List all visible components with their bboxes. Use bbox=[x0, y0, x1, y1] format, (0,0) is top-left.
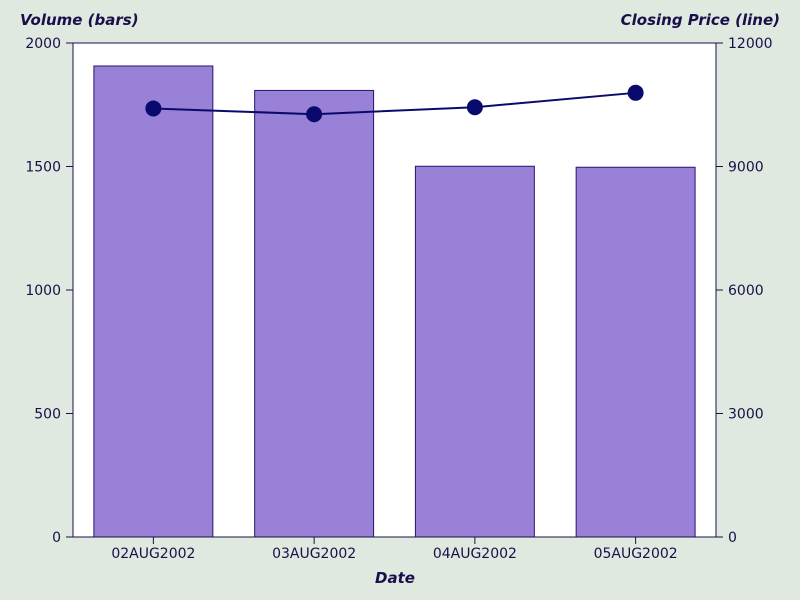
bar-02AUG2002 bbox=[93, 65, 214, 538]
x-tick-label: 05AUG2002 bbox=[594, 546, 678, 562]
y-tick-label: 1500 bbox=[25, 160, 61, 176]
y-tick-label: 500 bbox=[34, 407, 61, 423]
y-tick-label: 2000 bbox=[25, 36, 61, 52]
price-point-05AUG2002 bbox=[627, 84, 644, 101]
y2-axis-title: Closing Price (line) bbox=[621, 11, 780, 29]
x-tick-label: 03AUG2002 bbox=[272, 546, 356, 562]
y2-tick-labels: 0 3000 6000 9000 12000 bbox=[716, 36, 773, 546]
price-point-04AUG2002 bbox=[466, 99, 483, 116]
bar-04AUG2002 bbox=[414, 165, 535, 538]
bar-03AUG2002 bbox=[254, 89, 375, 538]
y-tick-label: 0 bbox=[52, 530, 61, 546]
y-tick-labels: 0 500 1000 1500 2000 bbox=[25, 36, 73, 546]
x-axis-title: Date bbox=[375, 569, 415, 587]
line-layer bbox=[145, 84, 644, 123]
bars-layer bbox=[93, 65, 696, 538]
y2-tick-label: 0 bbox=[728, 530, 737, 546]
y-axis-title: Volume (bars) bbox=[20, 11, 139, 29]
y2-tick-label: 3000 bbox=[728, 407, 764, 423]
price-point-02AUG2002 bbox=[145, 100, 162, 117]
y2-tick-label: 6000 bbox=[728, 283, 764, 299]
bar-05AUG2002 bbox=[575, 166, 696, 538]
y-tick-label: 1000 bbox=[25, 283, 61, 299]
x-tick-labels: 02AUG2002 03AUG2002 04AUG2002 05AUG2002 bbox=[111, 537, 678, 562]
y2-tick-label: 9000 bbox=[728, 160, 764, 176]
price-point-03AUG2002 bbox=[306, 106, 323, 123]
closing-price-line bbox=[153, 91, 636, 116]
x-tick-label: 04AUG2002 bbox=[433, 546, 517, 562]
y2-tick-label: 12000 bbox=[728, 36, 773, 52]
x-tick-label: 02AUG2002 bbox=[111, 546, 195, 562]
